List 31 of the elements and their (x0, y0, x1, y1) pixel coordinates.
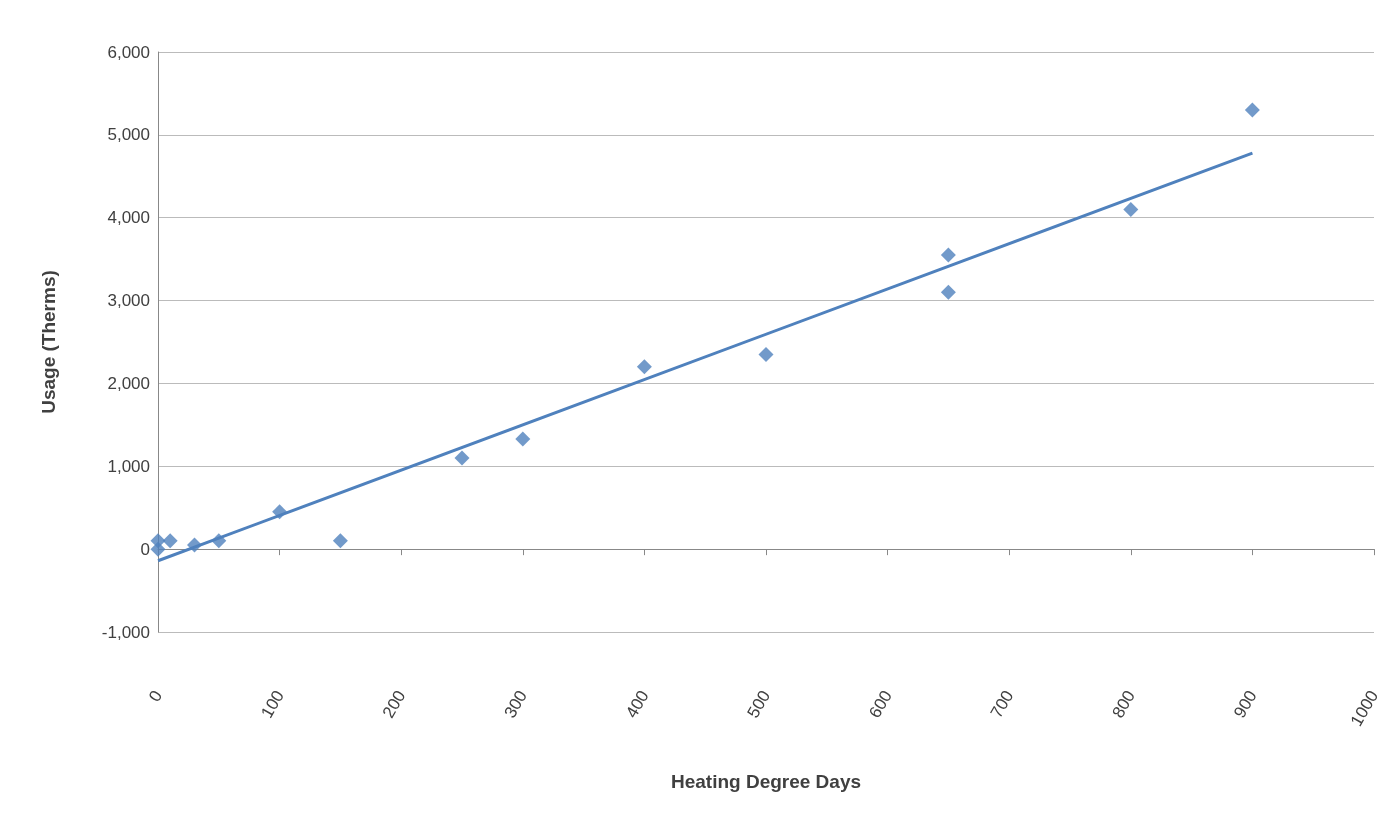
x-tick-label: 0 (145, 687, 167, 705)
point (1123, 201, 1139, 217)
point (332, 533, 348, 549)
x-tick-label: 700 (986, 687, 1018, 722)
y-tick-label: -1,000 (101, 622, 150, 642)
point (162, 533, 178, 549)
x-tick-label: 500 (743, 687, 775, 722)
x-tick-label: 600 (865, 687, 896, 722)
x-tick-label: 900 (1230, 687, 1261, 722)
point (940, 247, 956, 263)
y-tick-label: 2,000 (107, 373, 150, 393)
y-tick-label: 3,000 (107, 291, 150, 311)
point (1244, 102, 1260, 118)
y-axis-title: Usage (Therms) (38, 270, 59, 414)
y-tick-label: 1,000 (107, 456, 150, 476)
point (515, 431, 531, 447)
x-axis-title: Heating Degree Days (670, 771, 862, 792)
x-tick-label: 800 (1108, 687, 1140, 722)
x-tick-label: 300 (500, 687, 532, 722)
y-tick-label: 5,000 (107, 125, 150, 145)
y-tick-label: 0 (140, 539, 150, 559)
x-tick-label: 400 (622, 687, 653, 722)
point (758, 346, 774, 362)
point (454, 450, 470, 466)
x-tick-label: 200 (378, 687, 410, 722)
x-tick-label: 100 (257, 687, 288, 722)
y-tick-label: 6,000 (107, 42, 150, 62)
point (636, 359, 652, 375)
point (150, 533, 166, 549)
point (940, 284, 956, 300)
y-tick-label: 4,000 (107, 208, 150, 228)
